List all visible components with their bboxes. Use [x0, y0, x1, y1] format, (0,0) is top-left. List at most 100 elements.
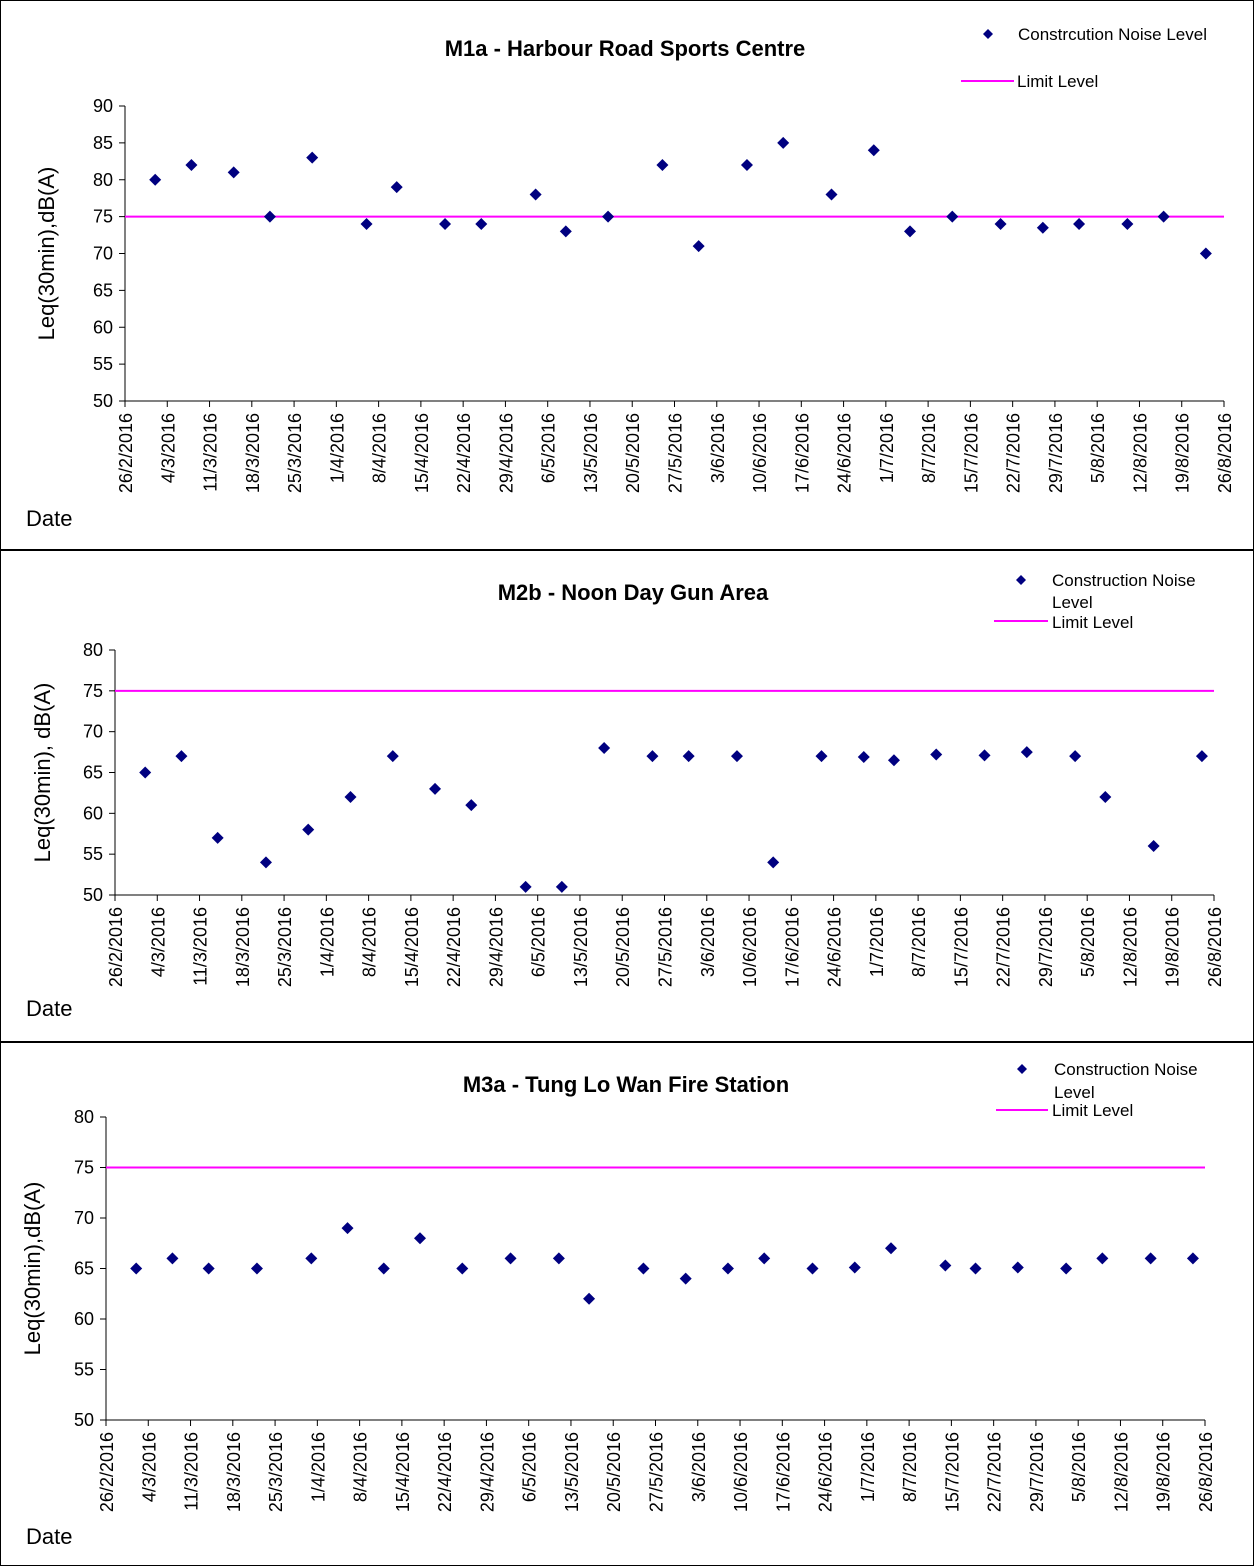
- x-tick-label: 15/7/2016: [942, 1432, 962, 1512]
- data-point: [885, 1242, 897, 1255]
- x-tick-label: 26/8/2016: [1215, 413, 1235, 493]
- y-axis-label: Leq(30min),dB(A): [34, 167, 59, 341]
- data-point: [806, 1262, 819, 1275]
- data-point: [930, 748, 943, 761]
- x-tick-label: 20/5/2016: [604, 1432, 624, 1512]
- data-point: [815, 750, 828, 763]
- data-point: [1147, 840, 1160, 852]
- y-tick-label: 90: [93, 96, 113, 116]
- data-point: [1195, 750, 1208, 763]
- x-tick-label: 25/3/2016: [266, 1432, 286, 1512]
- data-point: [250, 1262, 263, 1275]
- chart-panel-m3a: M3a - Tung Lo Wan Fire Station Leq(30min)…: [0, 1042, 1254, 1566]
- data-point: [1157, 210, 1170, 223]
- chart-svg-m1a: M1a - Harbour Road Sports Centre Leq(30mi…: [0, 0, 1254, 550]
- x-tick-label: 27/5/2016: [647, 1432, 667, 1512]
- chart-title: M2b - Noon Day Gun Area: [498, 580, 769, 605]
- data-point: [904, 225, 916, 238]
- x-tick-label: 4/3/2016: [139, 1432, 159, 1502]
- y-tick-label: 55: [93, 354, 113, 374]
- y-axis-label: Leq(30min), dB(A): [30, 683, 55, 863]
- x-tick-label: 15/4/2016: [402, 907, 422, 987]
- x-tick-label: 8/4/2016: [351, 1432, 371, 1502]
- y-tick-label: 80: [74, 1107, 94, 1127]
- data-point: [598, 742, 611, 754]
- data-point: [1199, 247, 1212, 260]
- data-point: [679, 1272, 692, 1285]
- x-tick-label: 1/7/2016: [858, 1432, 878, 1502]
- data-point: [465, 799, 478, 812]
- x-tick-label: 20/5/2016: [613, 907, 633, 987]
- data-point: [1144, 1252, 1157, 1265]
- y-tick-label: 60: [83, 803, 103, 823]
- x-axis-label: Date: [26, 996, 72, 1021]
- x-tick-label: 10/6/2016: [750, 413, 770, 493]
- x-tick-label: 13/5/2016: [562, 1432, 582, 1512]
- data-point: [456, 1262, 469, 1275]
- x-tick-label: 8/7/2016: [919, 413, 939, 483]
- x-tick-label: 29/4/2016: [496, 413, 516, 493]
- x-tick-label: 6/5/2016: [520, 1432, 540, 1502]
- y-tick-label: 50: [83, 885, 103, 905]
- x-tick-label: 5/8/2016: [1078, 907, 1098, 977]
- data-point: [414, 1232, 426, 1245]
- data-point: [767, 856, 780, 869]
- x-tick-label: 22/7/2016: [1004, 413, 1024, 493]
- y-tick-label: 75: [83, 681, 103, 701]
- chart-svg-m2b: M2b - Noon Day Gun Area Leq(30min), dB(A)…: [0, 550, 1254, 1042]
- y-tick-label: 70: [93, 244, 113, 264]
- x-tick-label: 19/8/2016: [1154, 1432, 1174, 1512]
- data-point: [946, 210, 959, 223]
- x-tick-label: 24/6/2016: [835, 413, 855, 493]
- x-tick-label: 26/8/2016: [1205, 907, 1225, 987]
- data-point: [341, 1222, 354, 1235]
- x-tick-label: 12/8/2016: [1111, 1432, 1131, 1512]
- y-tick-label: 55: [83, 844, 103, 864]
- x-tick-label: 10/6/2016: [731, 1432, 751, 1512]
- y-tick-label: 60: [74, 1309, 94, 1329]
- x-tick-label: 17/6/2016: [773, 1432, 793, 1512]
- x-tick-label: 5/8/2016: [1088, 413, 1108, 483]
- data-point: [1186, 1252, 1199, 1265]
- data-point: [1069, 750, 1082, 763]
- data-point: [978, 749, 991, 762]
- data-point: [740, 159, 753, 171]
- x-tick-label: 27/5/2016: [666, 413, 686, 493]
- x-tick-label: 12/8/2016: [1130, 413, 1150, 493]
- data-point: [656, 159, 669, 171]
- data-point: [1060, 1262, 1073, 1275]
- x-tick-label: 26/2/2016: [116, 413, 136, 493]
- x-tick-label: 4/3/2016: [148, 907, 168, 977]
- x-tick-label: 5/8/2016: [1069, 1432, 1089, 1502]
- legend-limit-label: Limit Level: [1052, 613, 1133, 632]
- data-point: [377, 1262, 390, 1275]
- data-point: [602, 210, 615, 223]
- x-tick-label: 8/7/2016: [900, 1432, 920, 1502]
- data-point: [730, 750, 743, 763]
- data-point: [682, 750, 695, 763]
- y-axis-label: Leq(30min),dB(A): [20, 1182, 45, 1356]
- data-point: [552, 1252, 565, 1265]
- y-tick-label: 80: [93, 170, 113, 190]
- data-point: [692, 240, 705, 253]
- data-point: [1011, 1261, 1024, 1274]
- y-tick-label: 55: [74, 1360, 94, 1380]
- data-point: [227, 166, 240, 179]
- x-tick-label: 15/7/2016: [951, 907, 971, 987]
- x-tick-label: 24/6/2016: [816, 1432, 836, 1512]
- x-tick-label: 15/7/2016: [961, 413, 981, 493]
- x-tick-label: 19/8/2016: [1163, 907, 1183, 987]
- legend-limit-label: Limit Level: [1052, 1101, 1133, 1120]
- x-tick-label: 1/7/2016: [877, 413, 897, 483]
- x-tick-label: 11/3/2016: [182, 1432, 202, 1511]
- data-point: [825, 188, 838, 201]
- data-point: [848, 1261, 861, 1274]
- data-point: [559, 225, 572, 238]
- x-tick-label: 8/7/2016: [909, 907, 929, 977]
- y-tick-label: 50: [93, 391, 113, 411]
- data-point: [306, 151, 319, 164]
- data-point: [475, 218, 488, 230]
- x-tick-label: 6/5/2016: [539, 413, 559, 483]
- data-point: [646, 750, 659, 763]
- data-point: [344, 791, 357, 803]
